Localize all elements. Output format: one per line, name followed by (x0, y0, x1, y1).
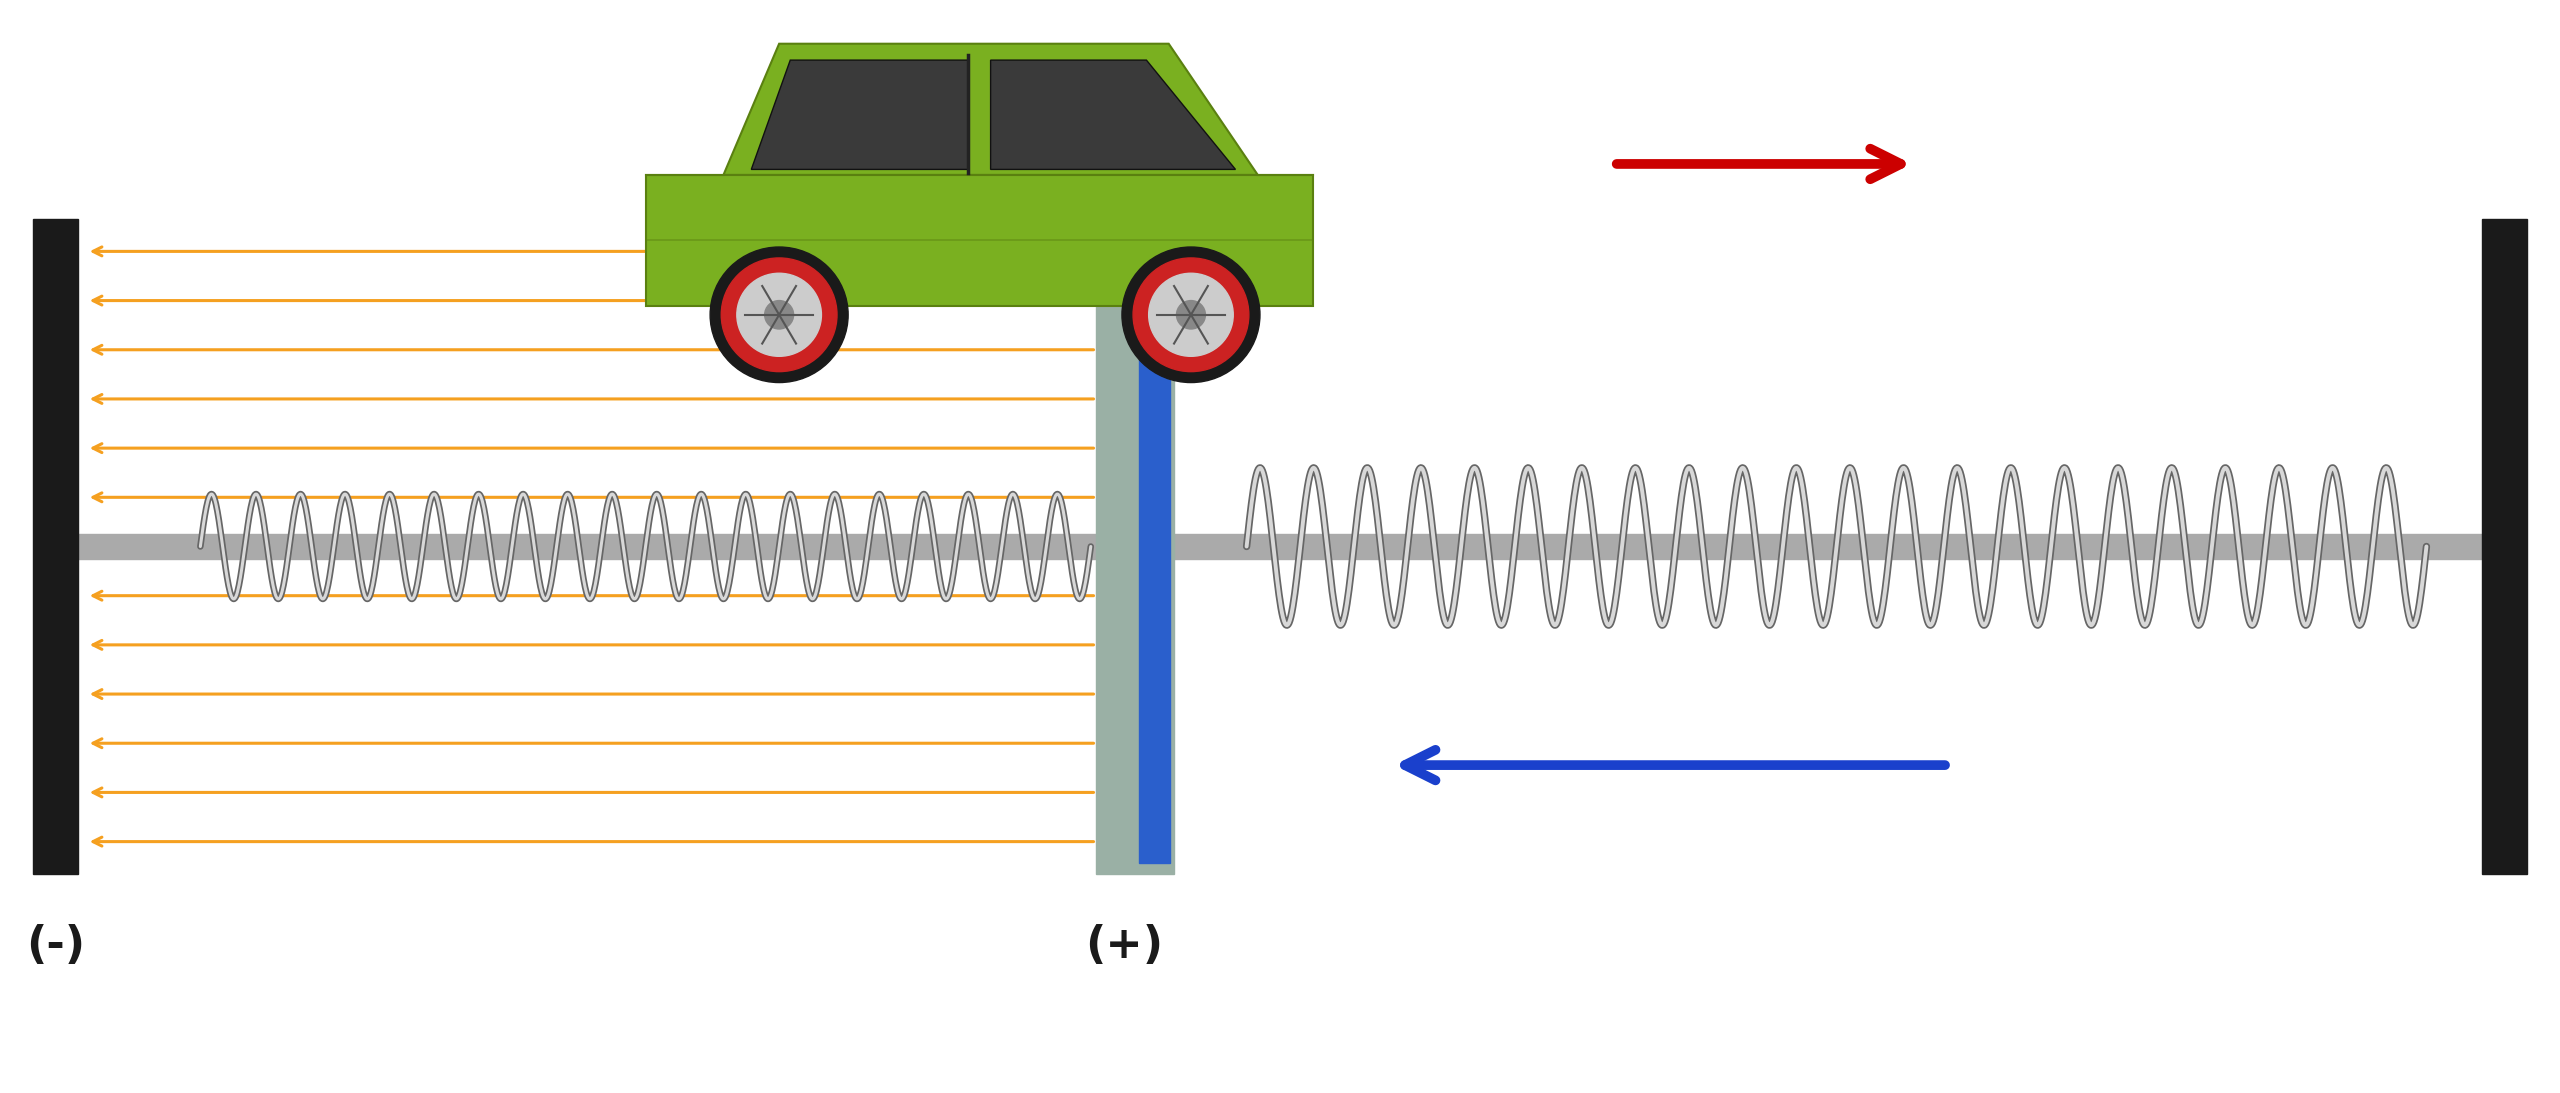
Bar (2483, 219, 2527, 874)
Text: (-): (-) (26, 924, 84, 967)
Bar (1096, 219, 1175, 874)
Polygon shape (750, 60, 968, 169)
Bar (33, 219, 77, 874)
Circle shape (737, 273, 822, 356)
Circle shape (1121, 247, 1260, 383)
Text: (+): (+) (1085, 924, 1162, 967)
Circle shape (765, 301, 794, 329)
Polygon shape (645, 175, 1313, 306)
Polygon shape (991, 60, 1236, 169)
Circle shape (1149, 273, 1234, 356)
Circle shape (1134, 258, 1249, 372)
Bar (77, 534, 2483, 559)
Circle shape (1178, 301, 1206, 329)
Bar (1139, 230, 1170, 863)
Circle shape (722, 258, 837, 372)
Polygon shape (724, 44, 1257, 175)
Circle shape (709, 247, 847, 383)
